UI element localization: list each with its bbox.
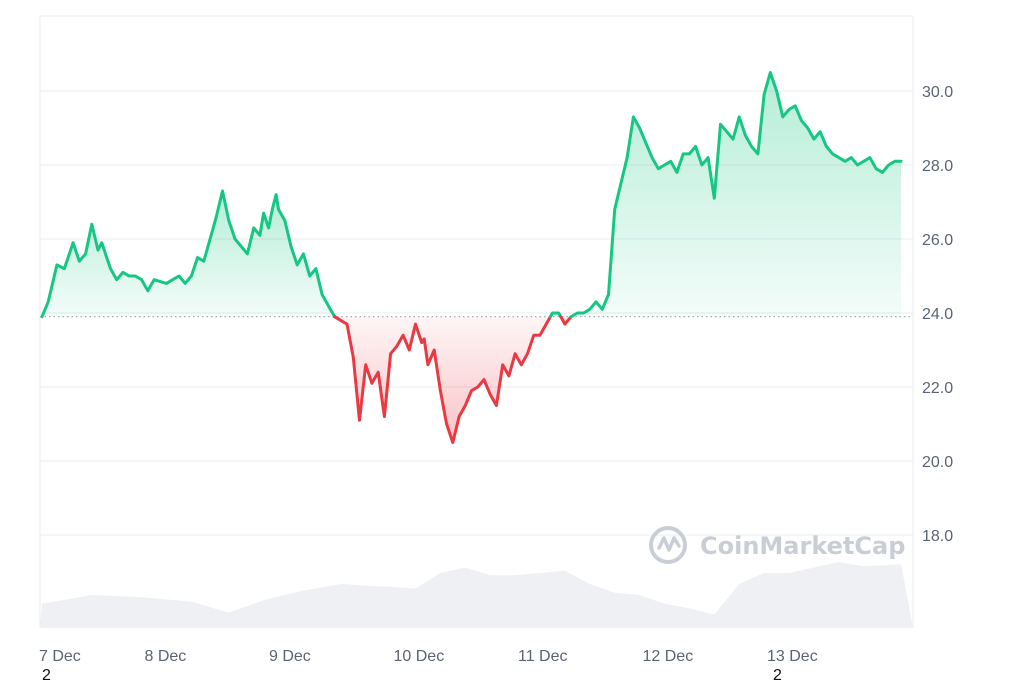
y-tick-label: 18.0 <box>922 528 953 545</box>
area-fill-down <box>334 316 551 443</box>
area-fill-up <box>42 190 335 317</box>
y-tick-label: 22.0 <box>922 380 953 397</box>
watermark-text: CoinMarketCap <box>700 532 905 560</box>
x-tick-label: 11 Dec <box>518 648 568 665</box>
x-secondary-label: 2 <box>42 667 51 683</box>
x-tick-label: 9 Dec <box>269 648 311 665</box>
y-tick-label: 28.0 <box>922 158 953 175</box>
x-secondary-label: 2 <box>773 667 782 683</box>
x-tick-label: 8 Dec <box>145 648 187 665</box>
x-tick-label: 13 Dec <box>767 648 818 665</box>
y-tick-label: 24.0 <box>922 306 953 323</box>
y-tick-label: 30.0 <box>922 84 953 101</box>
volume-area-shape <box>40 562 913 628</box>
price-line-up-segment <box>548 311 563 319</box>
y-tick-label: 20.0 <box>922 454 953 471</box>
price-line-down-segment <box>333 315 552 444</box>
price-line-up-segment <box>40 189 337 319</box>
price-line-down-segment <box>559 315 573 326</box>
area-fill-up <box>571 72 902 317</box>
x-tick-label: 12 Dec <box>643 648 694 665</box>
watermark-logo-icon <box>649 526 687 564</box>
y-axis-ticks: 30.0 28.0 26.0 24.0 22.0 20.0 18.0 <box>922 84 953 545</box>
x-tick-label: 7 Dec <box>39 648 81 665</box>
y-tick-label: 26.0 <box>922 232 953 249</box>
volume-area <box>40 562 913 628</box>
x-tick-label: 10 Dec <box>394 648 445 665</box>
x-axis-ticks: 7 Dec 8 Dec 9 Dec 10 Dec 11 Dec 12 Dec 13 Dec 2… <box>39 648 818 683</box>
watermark: CoinMarketCap <box>649 526 905 564</box>
price-line-up-segment <box>569 71 903 319</box>
price-line <box>40 71 903 444</box>
